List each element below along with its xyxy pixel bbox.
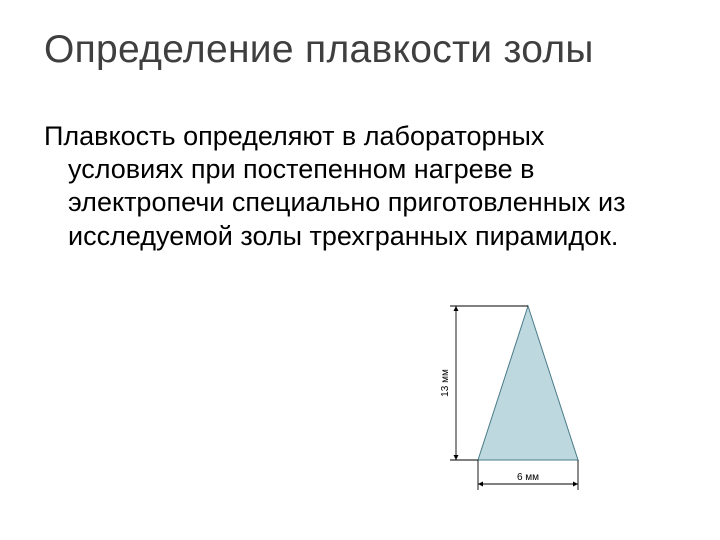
svg-text:13 мм: 13 мм <box>440 369 451 397</box>
slide-title: Определение плавкости золы <box>44 28 594 72</box>
diagram-svg: 13 мм 6 мм <box>398 298 608 508</box>
pyramid-diagram: 13 мм 6 мм <box>398 298 608 513</box>
svg-text:6 мм: 6 мм <box>517 472 539 483</box>
body-paragraph: Плавкость определяют в лабораторных усло… <box>44 120 634 253</box>
